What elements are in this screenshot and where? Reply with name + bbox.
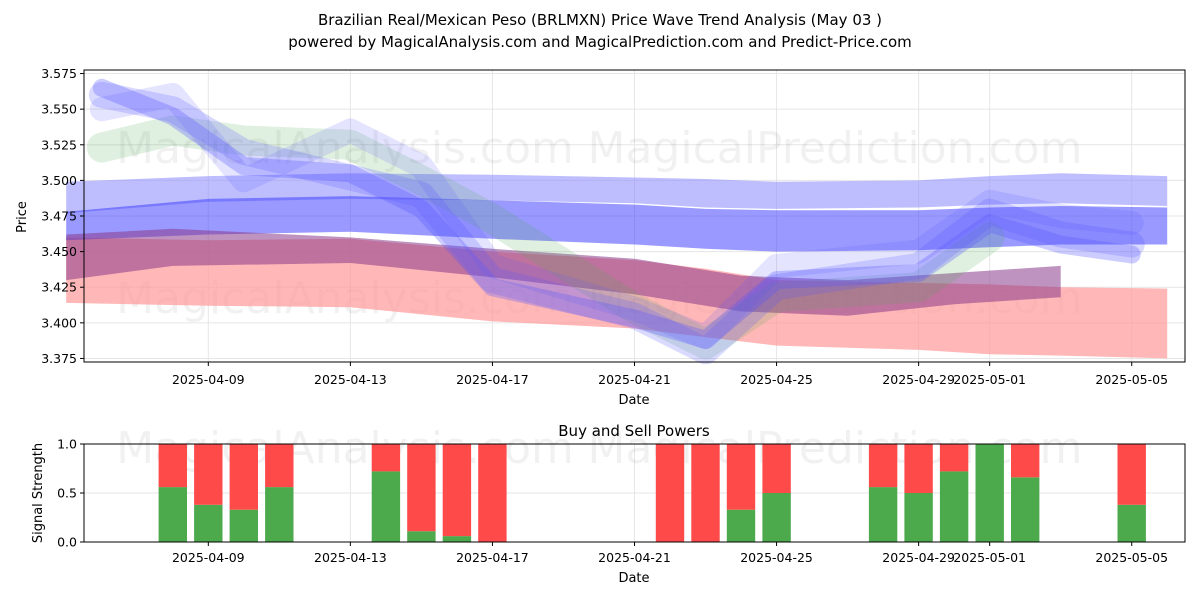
- signal-x-tick-label: 2025-04-29: [882, 550, 955, 565]
- signal-watermarks: MagicalAnalysis.com MagicalPrediction.com: [116, 423, 1082, 474]
- buy-bar: [194, 504, 223, 542]
- signal-title: Buy and Sell Powers: [558, 422, 710, 440]
- price-x-axis-label: Date: [618, 393, 649, 408]
- price-y-axis-label: Price: [15, 201, 30, 233]
- price-x-tick-label: 2025-04-09: [172, 372, 245, 387]
- blue-wave-line: [89, 82, 1144, 350]
- buy-bar: [726, 509, 756, 542]
- signal-y-tick-label: 0.0: [57, 535, 77, 550]
- upper-band: [66, 173, 1168, 214]
- blue-wave-line: [92, 78, 1141, 349]
- price-y-tick-label: 3.375: [41, 351, 77, 366]
- sell-bar: [904, 444, 933, 493]
- watermark-text: MagicalAnalysis.com: [116, 123, 574, 174]
- price-y-tick-label: 3.525: [41, 137, 77, 152]
- signal-x-axis-label: Date: [618, 571, 649, 586]
- signal-panel: Buy and Sell Powers MagicalAnalysis.com M…: [31, 422, 1186, 586]
- green-wave-line: [86, 115, 1005, 360]
- sell-bar: [691, 444, 720, 542]
- chart-subtitle: powered by MagicalAnalysis.com and Magic…: [288, 33, 912, 51]
- buy-bar: [265, 487, 294, 542]
- sell-bar: [265, 444, 294, 488]
- signal-y-tick-label: 1.0: [57, 437, 77, 452]
- sell-bar: [868, 444, 898, 488]
- buy-bar: [762, 493, 791, 542]
- middle-band: [66, 196, 1168, 252]
- sell-bar: [229, 444, 258, 510]
- price-y-tick-label: 3.475: [41, 209, 77, 224]
- price-x-tick-label: 2025-04-21: [598, 372, 671, 387]
- sell-bar: [655, 444, 685, 542]
- price-x-ticks: 2025-04-09 2025-04-13 2025-04-17 2025-04-21…: [172, 362, 1168, 387]
- buy-bar: [904, 493, 933, 542]
- sell-bar: [371, 444, 401, 472]
- buy-bar: [1117, 504, 1146, 542]
- signal-x-tick-label: 2025-04-17: [456, 550, 529, 565]
- sell-bar: [726, 444, 756, 510]
- sell-bar: [1117, 444, 1146, 505]
- signal-bars: [158, 444, 1146, 542]
- buy-bar: [407, 531, 436, 542]
- price-y-ticks: 3.375 3.400 3.425 3.450 3.475 3.500 3.525 3.550…: [41, 66, 84, 366]
- signal-x-tick-label: 2025-05-01: [953, 550, 1026, 565]
- buy-bar: [229, 509, 258, 542]
- sell-bar: [478, 444, 507, 542]
- signal-x-ticks: 2025-04-09 2025-04-13 2025-04-17 2025-04-21…: [172, 542, 1168, 565]
- signal-y-tick-label: 0.5: [57, 486, 77, 501]
- lower-band: [66, 237, 1168, 359]
- signal-x-tick-label: 2025-04-21: [598, 550, 671, 565]
- signal-x-tick-label: 2025-04-13: [314, 550, 387, 565]
- buy-bar: [868, 487, 898, 542]
- price-y-tick-label: 3.400: [41, 315, 77, 330]
- blue-wave-line: [88, 81, 1145, 365]
- watermark-text: MagicalPrediction.com: [588, 123, 1083, 174]
- signal-y-ticks: 0.0 0.5 1.0: [57, 437, 84, 550]
- buy-bar: [939, 471, 969, 542]
- buy-bar: [1011, 477, 1040, 542]
- price-x-tick-label: 2025-04-29: [882, 372, 955, 387]
- chart-title: Brazilian Real/Mexican Peso (BRLMXN) Pri…: [318, 11, 882, 29]
- price-y-tick-label: 3.450: [41, 244, 77, 259]
- price-x-tick-label: 2025-05-01: [953, 372, 1026, 387]
- price-series: [66, 78, 1168, 365]
- signal-x-tick-label: 2025-04-09: [172, 550, 245, 565]
- signal-y-axis-label: Signal Strength: [31, 443, 46, 543]
- sell-bar: [762, 444, 791, 493]
- sell-bar: [442, 444, 472, 537]
- price-y-tick-label: 3.500: [41, 173, 77, 188]
- price-x-tick-label: 2025-04-25: [740, 372, 813, 387]
- sell-bar: [194, 444, 223, 505]
- price-x-tick-label: 2025-04-13: [314, 372, 387, 387]
- buy-bar: [158, 487, 187, 542]
- price-panel: MagicalAnalysis.com MagicalPrediction.com…: [15, 66, 1186, 408]
- sell-bar: [158, 444, 187, 488]
- purple-band: [66, 228, 1061, 316]
- buy-bar: [442, 536, 472, 542]
- sell-bar: [1011, 444, 1040, 478]
- buy-bar: [975, 444, 1004, 542]
- price-x-tick-label: 2025-05-05: [1095, 372, 1168, 387]
- price-y-tick-label: 3.575: [41, 66, 77, 81]
- signal-x-tick-label: 2025-05-05: [1095, 550, 1168, 565]
- price-y-tick-label: 3.550: [41, 102, 77, 117]
- sell-bar: [407, 444, 436, 532]
- signal-x-tick-label: 2025-04-25: [740, 550, 813, 565]
- sell-bar: [939, 444, 969, 472]
- price-y-tick-label: 3.425: [41, 280, 77, 295]
- buy-bar: [371, 471, 401, 542]
- price-x-tick-label: 2025-04-17: [456, 372, 529, 387]
